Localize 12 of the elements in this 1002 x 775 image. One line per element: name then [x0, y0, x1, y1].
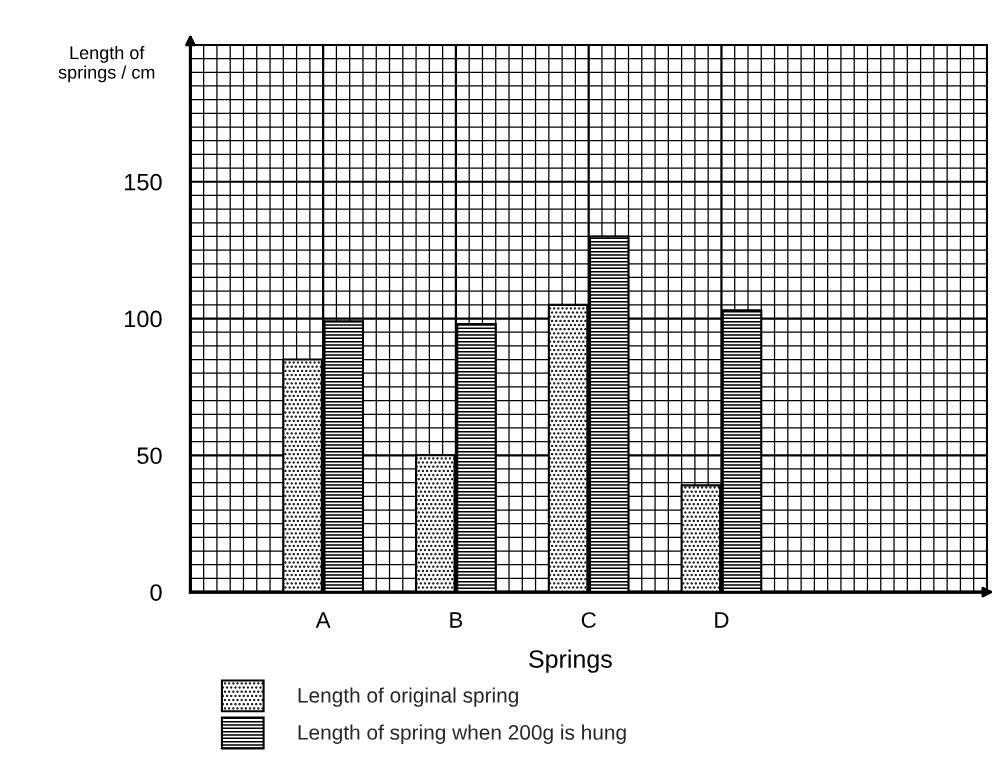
x-tick-label: B	[450, 612, 463, 628]
x-tick-label: D	[715, 612, 729, 628]
x-tick-label: A	[315, 612, 331, 628]
y-tick-label: 150	[125, 173, 162, 191]
y-tick-label: 0	[150, 584, 162, 601]
y-axis-title: Length of springs / cm	[58, 45, 155, 83]
y-tick-label: 100	[125, 310, 162, 328]
legend-label: Length of original spring	[298, 687, 518, 707]
x-axis-title: Springs	[529, 649, 612, 673]
x-tick-label: C	[581, 612, 596, 628]
y-tick-label: 50	[137, 447, 162, 465]
legend-label: Length of spring when 200g is hung	[298, 724, 626, 744]
